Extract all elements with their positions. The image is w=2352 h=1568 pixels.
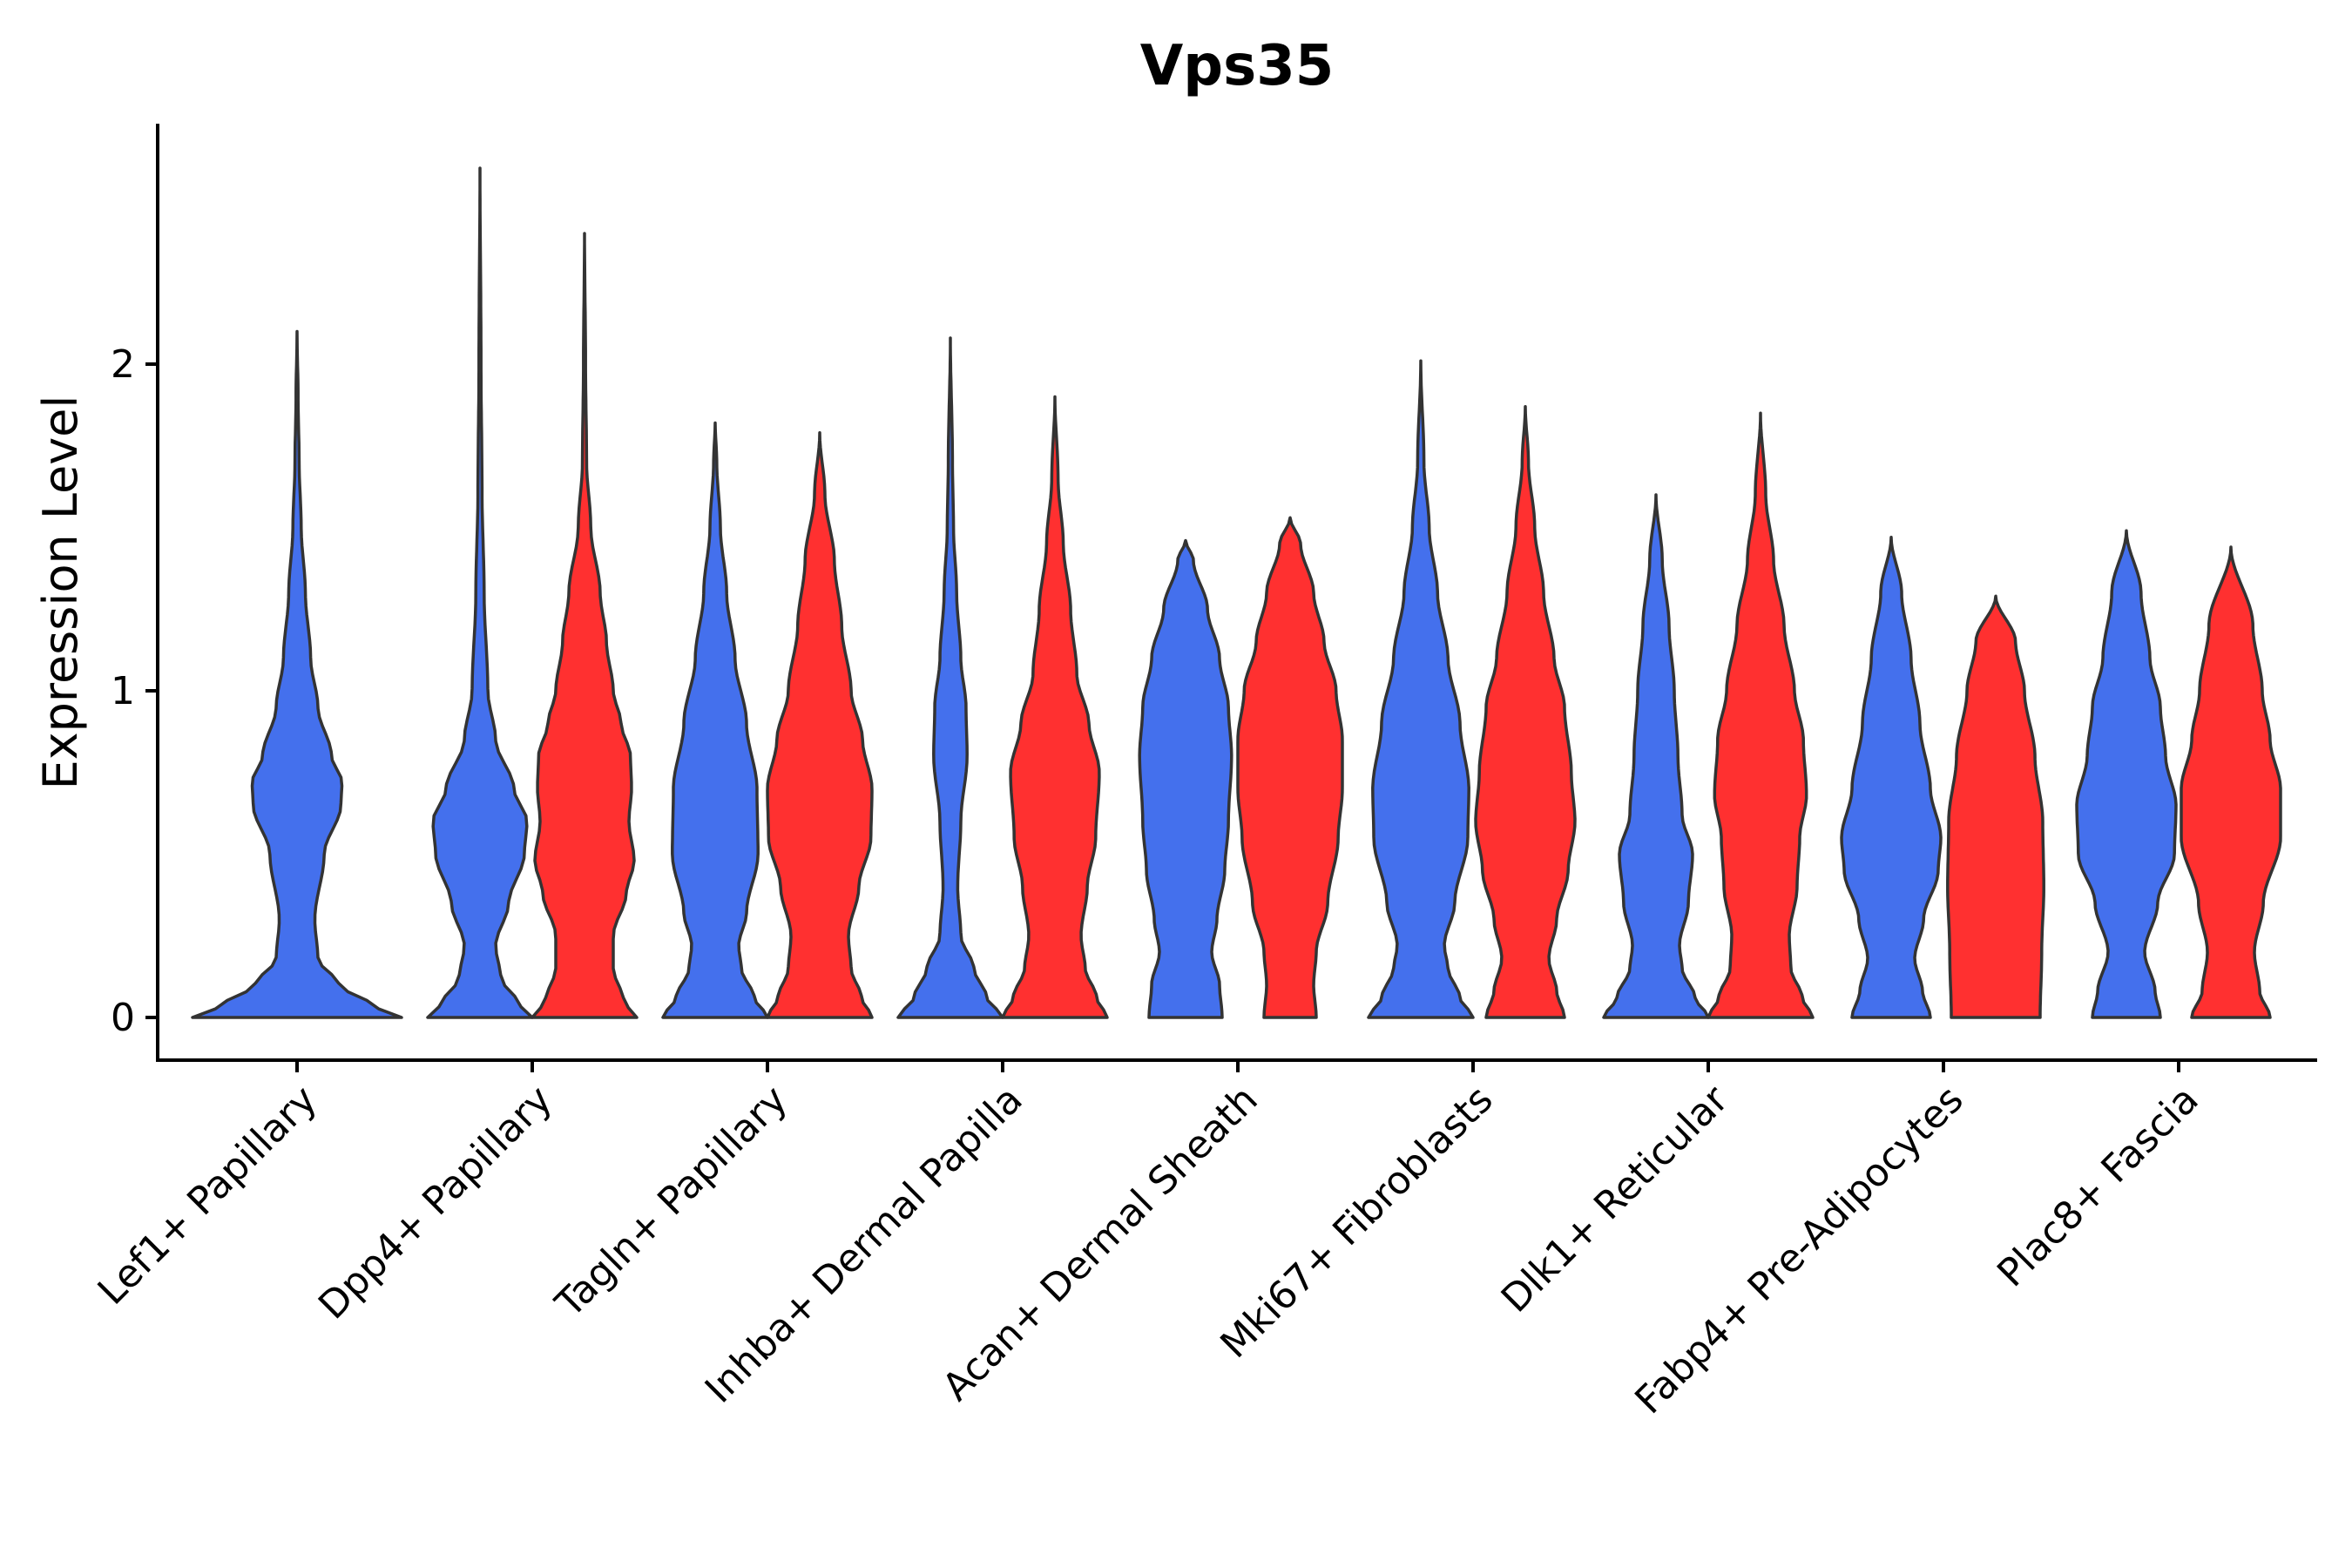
y-ticks: 0 1 2 — [111, 342, 158, 1040]
chart-title: Vps35 — [1140, 34, 1335, 98]
violin-acan-dermal-sheath-red — [1236, 516, 1344, 1019]
violin-tagln-papillary-blue — [661, 421, 769, 1019]
violin-mki67-fibroblasts-red — [1474, 404, 1577, 1019]
y-tick-label: 1 — [111, 669, 135, 713]
violin-acan-dermal-sheath-blue — [1138, 538, 1233, 1019]
violin-plac8-fascia-red — [2180, 545, 2282, 1019]
y-axis-label: Expression Level — [33, 395, 88, 790]
violin-dpp4-papillary-blue — [426, 166, 534, 1019]
violin-dlk1-reticular-blue — [1602, 493, 1710, 1019]
violin-plac8-fascia-blue — [2075, 529, 2178, 1019]
violin-dlk1-reticular-red — [1707, 411, 1815, 1019]
x-tick-label: Lef1+ Papillary — [90, 1078, 326, 1314]
violin-inhba-dermal-papilla-red — [1001, 395, 1109, 1019]
violin-layer — [191, 166, 2282, 1019]
x-tick-label: Plac8+ Fascia — [1989, 1078, 2207, 1296]
violin-dpp4-papillary-red — [531, 232, 639, 1019]
violin-lef1-papillary-blue — [191, 329, 403, 1019]
violin-tagln-papillary-red — [766, 431, 874, 1019]
violin-mki67-fibroblasts-blue — [1367, 359, 1475, 1019]
violin-fabp4-pre-adipocytes-blue — [1840, 536, 1943, 1019]
violin-fabp4-pre-adipocytes-red — [1946, 594, 2045, 1019]
x-tick-label: Mki67+ Fibroblasts — [1212, 1078, 1501, 1367]
x-tick-label: Dpp4+ Papillary — [310, 1078, 561, 1328]
x-tick-label: Dlk1+ Reticular — [1493, 1077, 1738, 1321]
x-tick-label: Tagln+ Papillary — [547, 1078, 796, 1327]
y-tick-label: 2 — [111, 342, 135, 387]
y-tick-label: 0 — [111, 996, 135, 1040]
violin-inhba-dermal-papilla-blue — [896, 336, 1004, 1019]
